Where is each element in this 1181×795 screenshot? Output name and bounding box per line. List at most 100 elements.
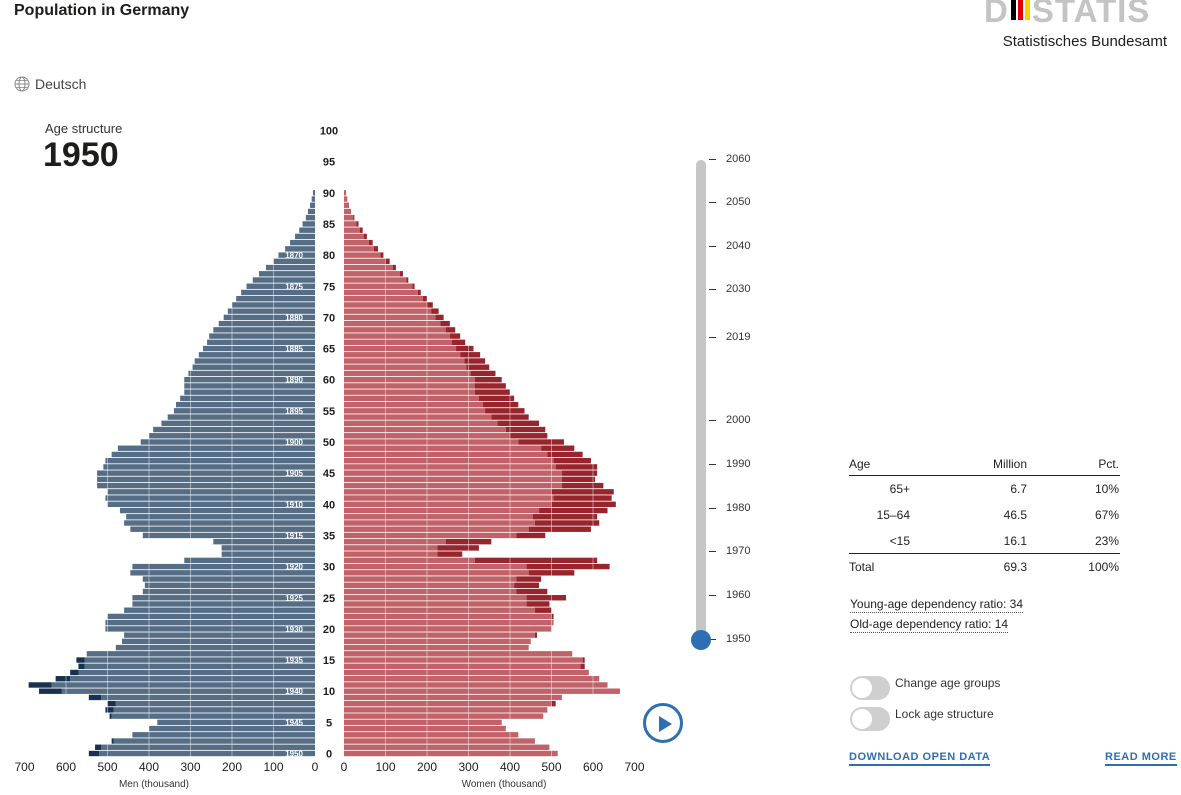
bar-women-surplus <box>580 663 585 669</box>
bar-women <box>344 526 529 532</box>
young-age-dependency-ratio[interactable]: Young-age dependency ratio: 34 <box>850 597 1024 613</box>
language-switch[interactable]: Deutsch <box>14 76 86 92</box>
bar-women-surplus <box>400 271 403 277</box>
bar-women-surplus <box>526 563 610 570</box>
bar-men-surplus <box>70 669 79 676</box>
stats-row-million: 6.7 <box>1010 482 1027 496</box>
stats-row-age: 15–64 <box>876 508 910 522</box>
timeline-tick[interactable]: 1960 <box>709 589 750 601</box>
bar-women <box>344 688 620 694</box>
bar-women <box>344 613 552 620</box>
stats-row: <15 16.1 23% <box>849 528 1120 554</box>
stats-row-pct: 23% <box>1094 534 1119 548</box>
timeline-tick-label: 1970 <box>726 545 751 557</box>
bar-women-surplus <box>466 364 490 370</box>
bar-men <box>307 208 315 215</box>
bar-men <box>107 501 315 507</box>
bar-men-surplus <box>109 713 112 719</box>
bar-men <box>207 339 315 346</box>
bar-women <box>344 719 502 726</box>
stats-header-million: Million <box>992 457 1027 471</box>
age-tick-label: 70 <box>323 312 335 324</box>
bar-women <box>344 370 471 377</box>
birth-year-label: 1925 <box>285 594 303 603</box>
old-age-dependency-ratio[interactable]: Old-age dependency ratio: 14 <box>850 617 1009 633</box>
bar-women <box>344 520 535 526</box>
x-tick-label-men: 300 <box>180 760 200 774</box>
bar-men <box>97 476 315 483</box>
age-tick-label: 60 <box>323 375 335 387</box>
timeline-tick[interactable]: 1950 <box>709 633 750 645</box>
play-button[interactable] <box>643 703 683 743</box>
change-age-groups-toggle[interactable] <box>850 676 890 700</box>
x-tick-label-men: 600 <box>56 760 76 774</box>
bar-women <box>344 576 517 582</box>
bar-women-surplus <box>474 383 506 389</box>
bar-men <box>192 364 315 370</box>
x-tick-label-men: 700 <box>14 760 34 774</box>
lock-age-structure-toggle[interactable] <box>850 707 890 731</box>
age-tick-label: 25 <box>323 593 335 605</box>
bar-women-surplus <box>532 514 598 520</box>
age-tick-label: 0 <box>326 749 332 761</box>
timeline-tick[interactable]: 2040 <box>709 240 750 252</box>
bar-women <box>344 401 484 408</box>
bar-women <box>344 501 552 507</box>
bar-women <box>344 595 527 601</box>
bar-men <box>97 482 315 489</box>
bar-women <box>344 414 492 420</box>
timeline-tick[interactable]: 2000 <box>709 414 750 426</box>
timeline-slider-thumb[interactable] <box>691 630 711 650</box>
bar-women-surplus <box>363 233 367 240</box>
bar-women <box>344 694 562 701</box>
bar-women <box>344 296 423 302</box>
birth-year-label: 1910 <box>285 500 303 509</box>
bar-women-surplus <box>539 507 608 514</box>
bar-men <box>246 283 315 289</box>
bar-men <box>84 663 315 669</box>
timeline-tick[interactable]: 2019 <box>709 331 750 343</box>
x-tick-label-women: 300 <box>458 760 478 774</box>
timeline-tick[interactable]: 1980 <box>709 502 750 514</box>
timeline-tick-label: 2000 <box>726 414 751 426</box>
read-more-link[interactable]: READ MORE <box>1105 751 1177 766</box>
bar-women <box>344 676 600 682</box>
age-tick-label: 95 <box>323 157 335 169</box>
timeline-tick[interactable]: 1970 <box>709 545 750 557</box>
bar-men <box>115 700 315 707</box>
timeline-slider-track[interactable] <box>696 160 706 642</box>
bar-women-surplus <box>516 588 548 595</box>
bar-women-surplus <box>485 408 525 414</box>
bar-women <box>344 570 529 576</box>
bar-women <box>344 638 531 645</box>
bar-men <box>305 215 315 221</box>
download-open-data-link[interactable]: DOWNLOAD OPEN DATA <box>849 751 991 766</box>
stats-header-row: Age Million Pct. <box>849 454 1120 476</box>
bar-women <box>344 713 544 719</box>
bar-men-surplus <box>55 676 71 682</box>
timeline-tick[interactable]: 2030 <box>709 283 750 295</box>
timeline-tick[interactable]: 2050 <box>709 196 750 208</box>
age-tick-label: 50 <box>323 437 335 449</box>
bar-men-surplus <box>76 657 85 663</box>
bar-men <box>111 713 316 719</box>
bar-men <box>221 551 315 557</box>
timeline-tick-label: 2060 <box>726 153 751 165</box>
destatis-logo[interactable]: D STATIS Statistisches Bundesamt <box>984 0 1174 52</box>
bar-men <box>241 289 315 296</box>
lock-age-structure-row: Lock age structure <box>850 707 994 731</box>
bar-men <box>111 451 316 458</box>
change-age-groups-label: Change age groups <box>895 676 1001 690</box>
bar-women <box>344 352 461 358</box>
bar-women <box>344 252 381 258</box>
bar-men <box>99 750 315 757</box>
bar-women <box>344 732 519 738</box>
bar-women-surplus <box>427 302 433 308</box>
stats-row-million: 46.5 <box>1003 508 1027 522</box>
x-tick-label-men: 400 <box>139 760 159 774</box>
age-tick-label: 15 <box>323 655 335 667</box>
bar-men <box>51 682 315 688</box>
timeline-tick[interactable]: 2060 <box>709 153 750 165</box>
timeline-tick[interactable]: 1990 <box>709 458 750 470</box>
bar-women-surplus <box>561 476 596 483</box>
